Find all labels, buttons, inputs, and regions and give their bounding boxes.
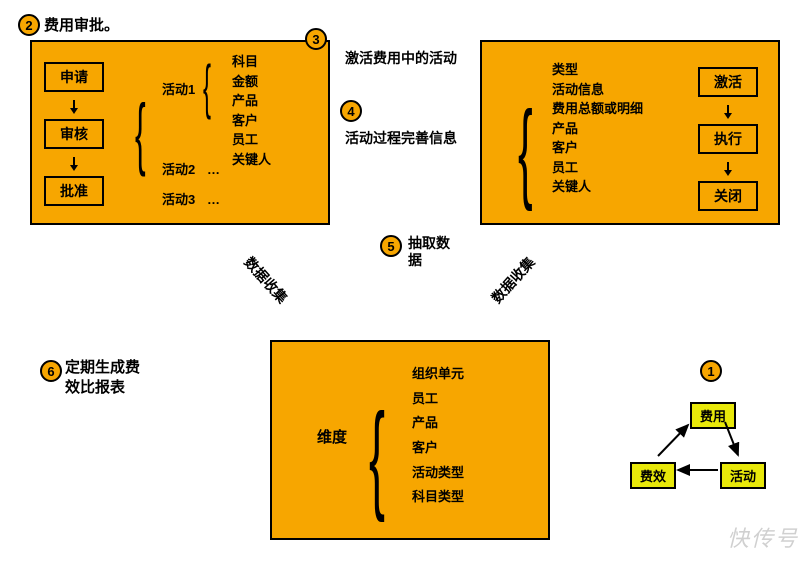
- field: 组织单元: [412, 362, 464, 387]
- mini-diagram: 费用 活动 费效: [620, 380, 790, 530]
- label-dc-right: 数据收集: [487, 253, 539, 308]
- box-review: 审核: [44, 119, 104, 149]
- activity-2: 活动2: [162, 160, 195, 180]
- panel-expense-approval: 申请 审核 批准 活动1 活动2 … 活动3 … { { 科目 金额 产品 客户…: [30, 40, 330, 225]
- dimension-title: 维度: [317, 427, 347, 450]
- circle-2: 2: [18, 14, 40, 36]
- mini-node-efficiency: 费效: [630, 462, 676, 489]
- activity-1: 活动1: [162, 80, 195, 100]
- label-6: 定期生成费 效比报表: [65, 358, 140, 397]
- brace-icon: {: [203, 52, 211, 121]
- circle-5: 5: [380, 235, 402, 257]
- box-apply: 申请: [44, 62, 104, 92]
- watermark: 快传号: [727, 521, 799, 553]
- field: 活动信息: [552, 80, 643, 100]
- field-bold: 费用总额或明细: [552, 99, 643, 119]
- field: 员工: [412, 387, 464, 412]
- field: 员工: [552, 158, 643, 178]
- circle-3: 3: [305, 28, 327, 50]
- field: 关键人: [232, 150, 271, 170]
- label-dc-left: 数据收集: [240, 253, 292, 308]
- box-close: 关闭: [698, 181, 758, 211]
- brace-icon: {: [518, 87, 533, 214]
- ellipsis: …: [207, 190, 220, 210]
- field: 关键人: [552, 177, 643, 197]
- field: 产品: [552, 119, 643, 139]
- arrow-down-icon: [698, 162, 758, 176]
- field: 产品: [232, 91, 271, 111]
- circle-1: 1: [700, 360, 722, 382]
- field: 科目: [232, 52, 271, 72]
- box-approve: 批准: [44, 176, 104, 206]
- ellipsis: …: [207, 160, 220, 180]
- mini-node-cost: 费用: [690, 402, 736, 429]
- brace-icon: {: [369, 387, 385, 525]
- field: 金额: [232, 72, 271, 92]
- label-title-2: 费用审批。: [44, 14, 119, 35]
- field: 客户: [552, 138, 643, 158]
- arrow-down-icon: [44, 100, 104, 114]
- label-5: 抽取数 据: [408, 235, 450, 269]
- arrow-down-icon: [44, 157, 104, 171]
- activity-3: 活动3: [162, 190, 195, 210]
- field: 活动类型: [412, 461, 464, 486]
- field: 员工: [232, 130, 271, 150]
- field: 产品: [412, 411, 464, 436]
- box-activate: 激活: [698, 67, 758, 97]
- field: 科目类型: [412, 485, 464, 510]
- field: 客户: [232, 111, 271, 131]
- circle-4: 4: [340, 100, 362, 122]
- panel-activity: { 类型 活动信息 费用总额或明细 产品 客户 员工 关键人 激活 执行 关闭: [480, 40, 780, 225]
- mini-node-activity: 活动: [720, 462, 766, 489]
- field: 客户: [412, 436, 464, 461]
- label-arrow-3: 激活费用中的活动: [345, 48, 457, 68]
- box-execute: 执行: [698, 124, 758, 154]
- label-arrow-4: 活动过程完善信息: [345, 128, 457, 148]
- circle-6: 6: [40, 360, 62, 382]
- field: 类型: [552, 60, 643, 80]
- panel-dimension: 维度 { 组织单元 员工 产品 客户 活动类型 科目类型: [270, 340, 550, 540]
- arrow-down-icon: [698, 105, 758, 119]
- brace-icon: {: [135, 87, 146, 179]
